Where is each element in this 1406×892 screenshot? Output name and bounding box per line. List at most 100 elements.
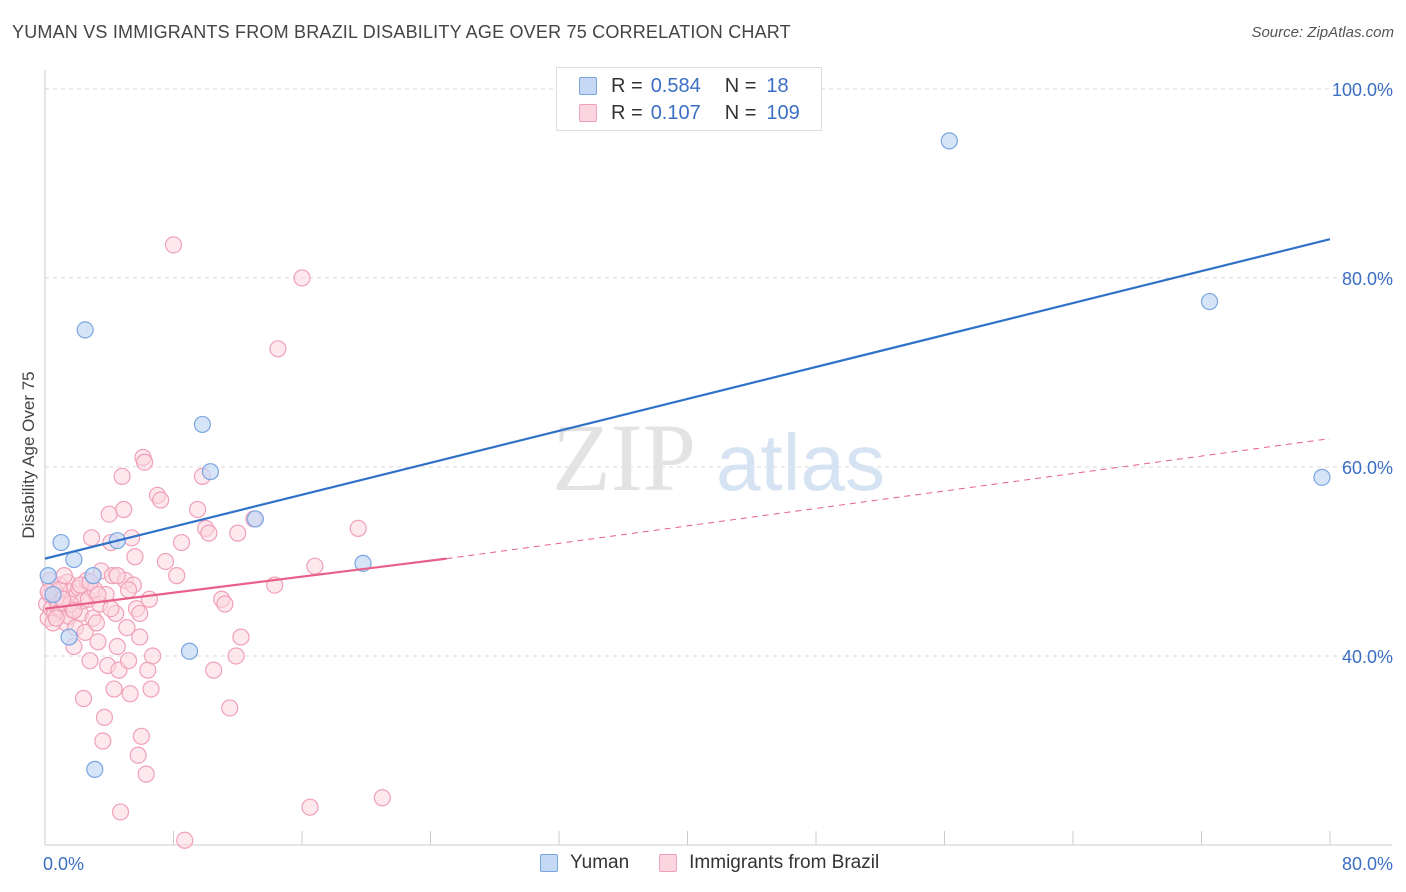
data-point-brazil [115,500,133,519]
data-point-brazil [373,789,391,807]
data-point-brazil [131,628,149,646]
r-label: R = [611,101,643,124]
data-point-brazil [227,647,245,665]
trend-lines [44,238,1331,610]
x-tick-label-max: 80.0% [1342,854,1393,874]
y-tick-label: 80.0% [1342,269,1393,289]
tick-labels: 40.0% 60.0% 80.0% 100.0% 0.0% 80.0% [43,80,1393,874]
data-point-yuman [86,760,104,778]
data-point-brazil [129,746,147,764]
data-point-brazil [76,623,94,641]
data-point-brazil [229,524,247,542]
data-point-brazil [82,529,101,547]
data-point-brazil [135,453,154,471]
data-point-yuman [940,132,958,150]
data-point-yuman [1313,468,1331,486]
data-point-brazil [269,340,287,358]
data-point-yuman [84,567,102,585]
data-point-brazil [164,236,183,254]
data-point-yuman [44,585,62,604]
data-point-brazil [139,661,157,679]
data-point-brazil [81,652,99,670]
trend-line-yuman [44,238,1331,560]
series-yuman [39,70,1331,778]
data-point-brazil [140,590,159,608]
axes [44,70,1392,846]
legend-label-yuman: Yuman [570,852,630,873]
n-value: 18 [766,74,789,97]
data-point-yuman [60,628,78,646]
data-point-brazil [47,609,65,627]
trend-line-brazil-extension [446,438,1331,560]
data-point-brazil [200,524,218,542]
data-point-brazil [87,614,106,632]
data-point-brazil [126,548,144,566]
data-point-brazil [108,637,126,656]
data-point-brazil [95,708,114,727]
data-point-brazil [216,595,234,613]
data-point-yuman [354,554,372,572]
chart-title: YUMAN VS IMMIGRANTS FROM BRAZIL DISABILI… [12,22,791,42]
watermark-zip: ZIP [552,404,696,511]
trend-line-brazil [44,557,447,610]
legend-swatch-brazil [659,854,678,872]
n-label: N = [724,74,757,97]
data-point-brazil [156,552,175,571]
n-label: N = [724,101,757,124]
series-immigrants-from-brazil [38,236,391,849]
data-point-yuman [39,567,57,585]
legend-item-yuman[interactable]: Yuman [540,852,629,874]
legend-swatch-brazil [579,104,597,122]
data-point-brazil [111,803,130,821]
grid [45,88,1392,657]
data-point-brazil [142,680,160,698]
y-tick-label: 100.0% [1332,80,1393,100]
data-point-brazil [89,633,107,651]
watermark-atlas: atlas [716,418,885,507]
legend-row-yuman: R = 0.584 N = 18 [579,74,789,98]
data-point-brazil [121,685,139,703]
data-point-brazil [131,604,149,623]
legend-label-brazil: Immigrants from Brazil [689,852,880,873]
y-tick-label: 60.0% [1342,458,1393,478]
data-point-yuman [193,415,212,434]
data-point-brazil [105,680,123,698]
data-point-brazil [172,533,191,552]
data-point-brazil [306,557,324,575]
data-point-brazil [100,505,118,523]
data-point-brazil [144,647,162,665]
data-point-yuman [246,510,265,528]
data-point-brazil [119,652,138,670]
r-value: 0.107 [650,101,701,124]
data-point-brazil [221,699,239,717]
legend-item-brazil[interactable]: Immigrants from Brazil [659,852,879,874]
r-label: R = [611,74,643,97]
n-value: 109 [766,101,800,124]
data-point-brazil [132,727,150,745]
data-point-brazil [293,269,311,287]
stats-legend: R = 0.584 N = 18 R = 0.107 N = 109 [556,67,822,131]
data-point-brazil [89,585,107,604]
data-point-brazil [119,581,138,599]
watermark: ZIP atlas [552,404,885,511]
x-tick-label-min: 0.0% [43,854,84,874]
data-point-yuman [180,642,199,660]
data-point-brazil [168,567,186,585]
data-point-yuman [65,550,83,569]
data-point-brazil [74,689,93,708]
legend-swatch-yuman [579,77,597,95]
data-point-brazil [113,467,131,486]
data-point-brazil [176,831,194,849]
r-value: 0.584 [650,74,701,97]
data-point-brazil [118,619,136,637]
data-point-yuman [201,463,220,481]
data-point-yuman [52,533,70,552]
data-point-brazil [349,519,367,537]
y-tick-label: 40.0% [1342,647,1393,667]
data-point-yuman [76,321,94,339]
data-point-brazil [232,628,250,646]
data-point-yuman [1200,292,1219,311]
source-label: Source: ZipAtlas.com [1251,24,1394,41]
data-point-brazil [94,732,112,750]
